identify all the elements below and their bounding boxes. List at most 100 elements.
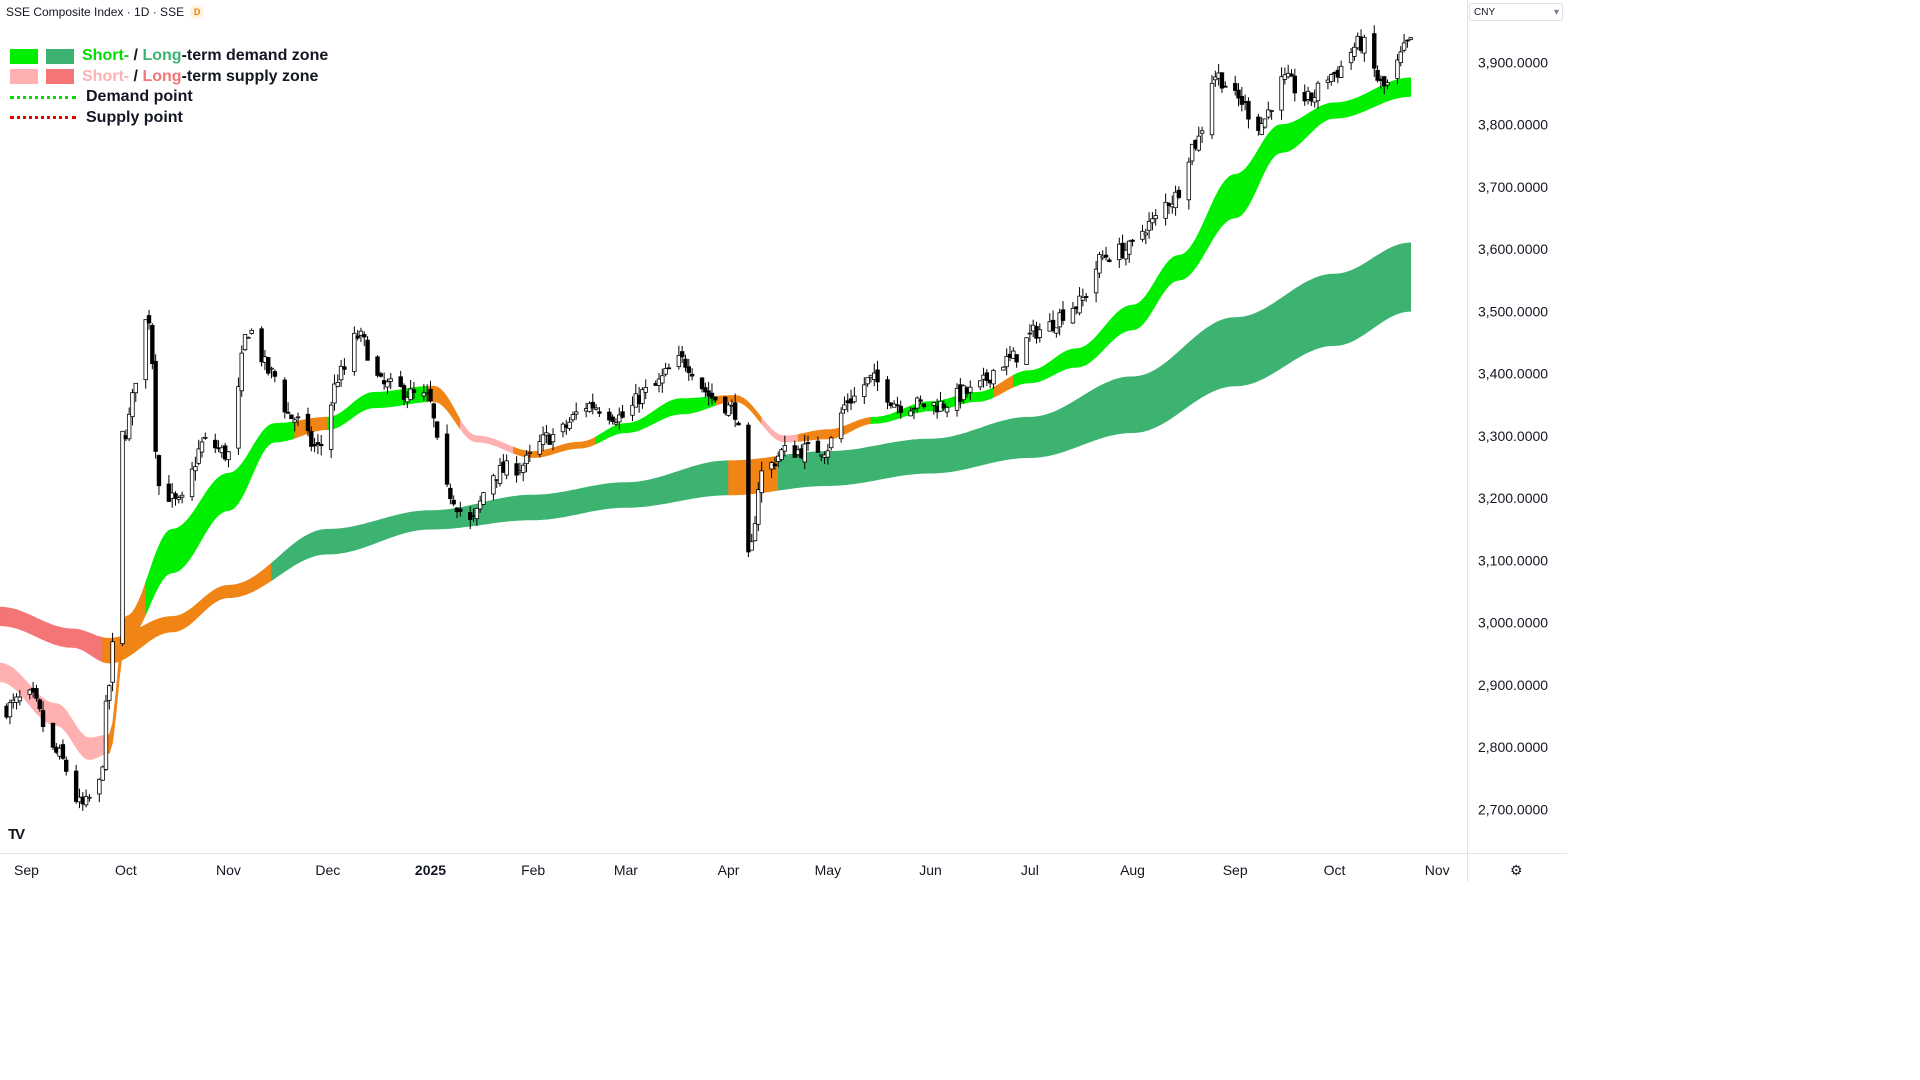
candle-body bbox=[269, 367, 274, 370]
candle-body bbox=[37, 699, 42, 710]
candle-body bbox=[537, 441, 542, 455]
candle-body bbox=[1375, 69, 1380, 81]
legend: Short- / Long -term demand zone Short- / … bbox=[10, 46, 328, 128]
candle-body bbox=[1093, 268, 1099, 294]
x-tick-label: Jun bbox=[919, 862, 942, 878]
candle-body bbox=[620, 411, 625, 418]
legend-sep-text: / bbox=[129, 47, 143, 64]
candle-body bbox=[249, 329, 254, 334]
legend-short-text: Short- bbox=[82, 47, 130, 64]
y-tick-label: 3,600.0000 bbox=[1478, 241, 1548, 257]
candle-body bbox=[146, 315, 152, 324]
candle-body bbox=[1070, 307, 1076, 324]
candle-body bbox=[83, 796, 89, 806]
short-term-zone-transition-segment bbox=[993, 374, 1014, 398]
candle-body bbox=[527, 451, 533, 454]
candle-body bbox=[908, 410, 913, 417]
candle-body bbox=[365, 339, 370, 361]
candle-body bbox=[107, 685, 112, 701]
candle-body bbox=[815, 440, 821, 453]
candle-body bbox=[1060, 309, 1066, 321]
candle-body bbox=[34, 688, 39, 699]
candle-body bbox=[388, 378, 393, 382]
legend-supply-point-text: Supply point bbox=[86, 108, 183, 126]
y-tick-label: 3,200.0000 bbox=[1478, 490, 1548, 506]
candle-body bbox=[1097, 254, 1102, 274]
candle-body bbox=[590, 401, 595, 409]
candle-body bbox=[752, 523, 758, 542]
candle-body bbox=[266, 357, 271, 374]
candle-body bbox=[550, 434, 556, 443]
candle-body bbox=[434, 421, 440, 438]
tradingview-logo-icon[interactable]: TV bbox=[8, 826, 25, 843]
candle-body bbox=[338, 365, 344, 381]
long-term-zone-supply-segment bbox=[0, 606, 103, 663]
candle-body bbox=[944, 406, 950, 413]
candle-body bbox=[676, 355, 682, 368]
x-tick-label: Oct bbox=[1324, 862, 1346, 878]
candle-body bbox=[199, 441, 205, 453]
candle-body bbox=[1186, 161, 1192, 201]
candle-body bbox=[991, 369, 996, 385]
candle-body bbox=[179, 494, 185, 498]
candle-body bbox=[630, 404, 635, 416]
candle-body bbox=[1246, 100, 1251, 120]
y-tick-label: 3,900.0000 bbox=[1478, 54, 1548, 70]
candle-body bbox=[289, 414, 294, 420]
candle-body bbox=[732, 402, 738, 420]
candle-body bbox=[1163, 201, 1168, 219]
candle-body bbox=[613, 422, 619, 425]
candle-body bbox=[805, 442, 811, 444]
candle-body bbox=[1266, 109, 1271, 118]
settings-gear-icon[interactable]: ⚙ bbox=[1510, 862, 1523, 878]
candle-body bbox=[444, 433, 450, 485]
candle-body bbox=[560, 423, 566, 433]
candle-body bbox=[895, 404, 900, 407]
candle-body bbox=[7, 702, 13, 718]
candle-body bbox=[319, 444, 324, 447]
candle-body bbox=[87, 796, 92, 799]
candle-body bbox=[1140, 230, 1145, 240]
y-tick-label: 3,400.0000 bbox=[1478, 366, 1548, 382]
candle-body bbox=[355, 335, 360, 339]
candle-body bbox=[451, 499, 456, 505]
candle-body bbox=[504, 460, 509, 476]
x-tick-label: Sep bbox=[1223, 862, 1248, 878]
candle-body bbox=[1262, 118, 1268, 128]
candle-body bbox=[242, 334, 248, 351]
x-tick-label: May bbox=[815, 862, 841, 878]
candle-body bbox=[315, 442, 321, 445]
y-tick-label: 3,500.0000 bbox=[1478, 303, 1548, 319]
candle-body bbox=[143, 319, 148, 381]
candle-body bbox=[305, 413, 311, 432]
y-tick-label: 3,300.0000 bbox=[1478, 428, 1548, 444]
candle-body bbox=[968, 386, 973, 393]
candle-body bbox=[640, 389, 645, 404]
legend-sep-text: / bbox=[129, 67, 143, 85]
candle-body bbox=[1352, 46, 1357, 57]
candle-body bbox=[862, 384, 867, 397]
currency-selector[interactable]: CNY ▾ bbox=[1469, 3, 1563, 21]
candle-body bbox=[375, 356, 380, 376]
candle-body bbox=[1173, 191, 1178, 209]
candle-body bbox=[828, 437, 834, 449]
candle-body bbox=[838, 412, 844, 440]
candle-body bbox=[1176, 189, 1182, 198]
candle-body bbox=[1027, 332, 1033, 335]
candle-body bbox=[911, 408, 917, 411]
candle-body bbox=[1199, 130, 1205, 134]
price-chart[interactable]: 3,900.0000 3,800.0000 3,700.0000 3,600.0000… bbox=[0, 0, 1567, 882]
candle-body bbox=[1014, 354, 1019, 363]
candle-body bbox=[699, 377, 705, 390]
candle-body bbox=[110, 641, 115, 683]
candle-body bbox=[1292, 75, 1298, 94]
candle-body bbox=[593, 407, 599, 410]
chart-header: SSE Composite Index · 1D · SSE D bbox=[6, 5, 205, 19]
legend-short-text: Short- bbox=[82, 67, 130, 85]
y-tick-label: 3,700.0000 bbox=[1478, 179, 1548, 195]
candle-body bbox=[239, 352, 244, 392]
short-term-zone-supply-segment bbox=[460, 418, 514, 454]
symbol-title[interactable]: SSE Composite Index · 1D · SSE bbox=[6, 5, 185, 19]
y-tick-label: 3,100.0000 bbox=[1478, 552, 1548, 568]
candle-body bbox=[50, 722, 56, 748]
